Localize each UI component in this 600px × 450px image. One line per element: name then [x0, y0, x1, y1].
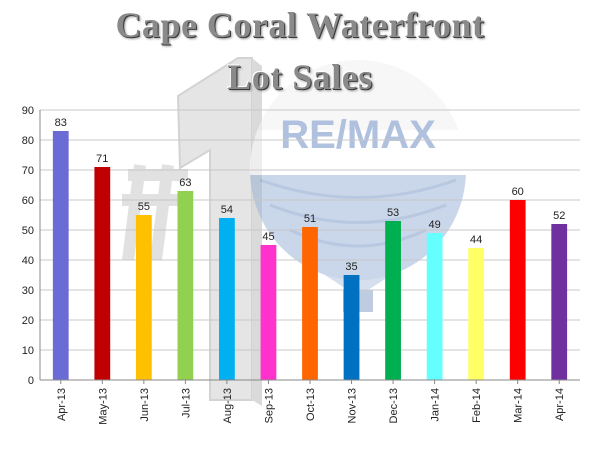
y-tick-label: 90 — [22, 105, 34, 117]
data-label: 51 — [304, 213, 316, 225]
data-label: 35 — [345, 261, 357, 273]
chart-title-line2: Lot Sales — [227, 57, 373, 97]
y-tick-label: 20 — [22, 315, 34, 327]
y-tick-label: 10 — [22, 345, 34, 357]
x-tick-label: Dec-13 — [388, 388, 400, 423]
x-tick-label: Apr-13 — [56, 388, 68, 421]
data-label: 55 — [138, 201, 150, 213]
x-tick-label: May-13 — [97, 388, 109, 425]
bar-sep-13 — [260, 245, 277, 380]
bar-apr-13 — [52, 131, 69, 380]
y-tick-label: 60 — [22, 195, 34, 207]
bars — [52, 131, 568, 380]
data-label: 49 — [428, 219, 440, 231]
data-label: 52 — [553, 210, 565, 222]
bar-jan-14 — [426, 233, 443, 380]
chart-title-line1: Cape Coral Waterfront — [115, 5, 485, 45]
y-tick-label: 70 — [22, 165, 34, 177]
x-tick-label: Feb-14 — [471, 388, 483, 423]
x-tick-label: Aug-13 — [222, 388, 234, 423]
x-tick-label: Jul-13 — [180, 388, 192, 418]
y-axis-ticks: 0 10 20 30 40 50 60 70 80 90 — [22, 105, 34, 387]
bar-dec-13 — [385, 221, 401, 380]
x-tick-label: Mar-14 — [513, 388, 525, 423]
bar-oct-13 — [302, 227, 318, 380]
x-axis-ticks: Apr-13 May-13 Jun-13 Jul-13 Aug-13 Sep-13 Oct-… — [56, 380, 566, 425]
x-tick-label: Jan-14 — [430, 388, 442, 422]
x-tick-label: Nov-13 — [347, 388, 359, 423]
y-tick-label: 80 — [22, 135, 34, 147]
data-labels: 83 71 55 63 54 45 51 35 53 49 44 60 52 — [55, 117, 566, 273]
y-tick-label: 30 — [22, 285, 34, 297]
data-label: 54 — [221, 204, 233, 216]
data-label: 53 — [387, 207, 399, 219]
bar-jul-13 — [177, 191, 194, 380]
bar-may-13 — [94, 167, 111, 380]
y-tick-label: 0 — [28, 375, 34, 387]
x-tick-label: Jun-13 — [139, 388, 151, 422]
x-tick-label: Apr-14 — [554, 388, 566, 421]
data-label: 83 — [55, 117, 67, 129]
data-label: 45 — [262, 231, 274, 243]
y-tick-label: 50 — [22, 225, 34, 237]
data-label: 60 — [512, 186, 524, 198]
bar-mar-14 — [509, 200, 526, 380]
bar-apr-14 — [551, 224, 568, 380]
x-tick-label: Sep-13 — [263, 388, 275, 423]
bar-nov-13 — [343, 275, 360, 380]
data-label: 44 — [470, 234, 482, 246]
data-label: 63 — [179, 177, 191, 189]
bar-aug-13 — [219, 218, 235, 380]
bar-feb-14 — [468, 248, 485, 380]
y-tick-label: 40 — [22, 255, 34, 267]
bar-jun-13 — [135, 215, 152, 380]
x-tick-label: Oct-13 — [305, 388, 317, 421]
logo-text: RE/MAX — [280, 113, 436, 157]
data-label: 71 — [96, 153, 108, 165]
svg-text:RE/MAX: RE/MAX — [280, 113, 436, 157]
